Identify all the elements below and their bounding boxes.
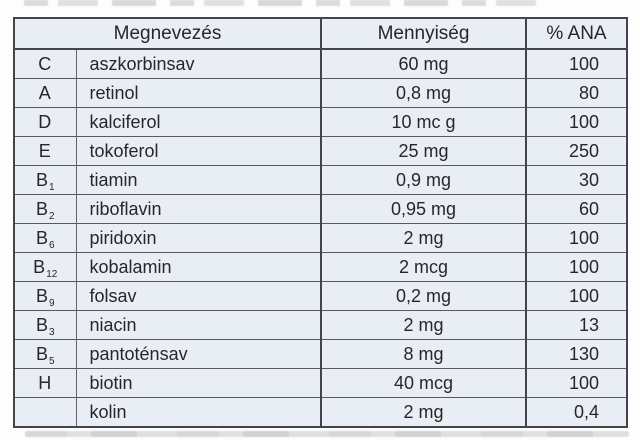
cropped-text-artifact-top: [24, 0, 544, 6]
vitamin-symbol-cell: H: [14, 368, 77, 398]
vitamin-symbol-cell: B5: [14, 339, 77, 369]
vitamin-name-cell: pantoténsav: [76, 339, 323, 369]
table-row: B3 niacin 2 mg 13: [14, 310, 628, 340]
vitamin-symbol-cell: C: [14, 48, 77, 79]
vitamin-symbol-cell: B12: [14, 252, 77, 282]
ana-percent-cell: 0,4: [526, 397, 628, 427]
ana-percent-cell: 30: [526, 165, 628, 195]
table-row: A retinol 0,8 mg 80: [14, 78, 628, 108]
ana-percent-cell: 100: [526, 368, 628, 398]
cropped-text-artifact-bottom: [25, 431, 629, 437]
table-row: C aszkorbinsav 60 mg 100: [14, 48, 628, 79]
ana-percent-cell: 80: [526, 78, 628, 108]
ana-percent-cell: 130: [526, 339, 628, 369]
quantity-cell: 60 mg: [321, 48, 528, 79]
quantity-cell: 8 mg: [321, 339, 528, 369]
vitamin-table: Megnevezés Mennyiség % ANA C aszkorbinsa…: [13, 17, 629, 428]
header-row: Megnevezés Mennyiség % ANA: [14, 18, 628, 50]
vitamin-letter: D: [38, 111, 52, 132]
vitamin-name-cell: riboflavin: [76, 194, 323, 224]
ana-percent-cell: 100: [526, 107, 628, 137]
vitamin-symbol-cell: B9: [14, 281, 77, 311]
vitamin-symbol-cell: B3: [14, 310, 77, 340]
table-row: B1 tiamin 0,9 mg 30: [14, 165, 628, 195]
vitamin-letter: B: [35, 169, 48, 190]
quantity-cell: 2 mg: [321, 397, 528, 427]
vitamin-name-cell: retinol: [76, 78, 323, 108]
vitamin-name-cell: tokoferol: [76, 136, 323, 166]
vitamin-subscript: 3: [48, 327, 55, 339]
quantity-cell: 2 mcg: [321, 252, 528, 282]
table-body: C aszkorbinsav 60 mg 100 A retinol 0,8 m…: [14, 48, 628, 427]
quantity-cell: 0,2 mg: [321, 281, 528, 311]
ana-percent-cell: 60: [526, 194, 628, 224]
ana-percent-cell: 100: [526, 281, 628, 311]
quantity-cell: 40 mcg: [321, 368, 528, 398]
table-row: B6 piridoxin 2 mg 100: [14, 223, 628, 253]
vitamin-subscript: 5: [48, 356, 55, 368]
vitamin-symbol-cell: A: [14, 78, 77, 108]
vitamin-letter: C: [38, 53, 52, 74]
vitamin-symbol-cell: B1: [14, 165, 77, 195]
vitamin-symbol-cell: E: [14, 136, 77, 166]
vitamin-symbol-cell: [14, 397, 77, 427]
table-row: H biotin 40 mcg 100: [14, 368, 628, 398]
vitamin-letter: B: [35, 343, 48, 364]
vitamin-letter: A: [38, 82, 51, 103]
quantity-cell: 0,8 mg: [321, 78, 528, 108]
vitamin-letter: E: [38, 140, 51, 161]
quantity-cell: 10 mc g: [321, 107, 528, 137]
table-row: kolin 2 mg 0,4: [14, 397, 628, 427]
vitamin-name-cell: aszkorbinsav: [76, 48, 323, 79]
vitamin-symbol-cell: D: [14, 107, 77, 137]
quantity-cell: 0,9 mg: [321, 165, 528, 195]
vitamin-name-cell: kalciferol: [76, 107, 323, 137]
table-row: B9 folsav 0,2 mg 100: [14, 281, 628, 311]
vitamin-subscript: 12: [46, 269, 58, 281]
vitamin-name-cell: biotin: [76, 368, 323, 398]
quantity-cell: 25 mg: [321, 136, 528, 166]
vitamin-letter: H: [38, 372, 52, 393]
table-row: E tokoferol 25 mg 250: [14, 136, 628, 166]
ana-percent-cell: 13: [526, 310, 628, 340]
vitamin-letter: B: [35, 227, 48, 248]
vitamin-letter: B: [35, 285, 48, 306]
vitamin-subscript: 9: [48, 298, 55, 310]
vitamin-symbol-cell: B6: [14, 223, 77, 253]
quantity-cell: 2 mg: [321, 223, 528, 253]
ana-percent-cell: 100: [526, 252, 628, 282]
table-row: B5 pantoténsav 8 mg 130: [14, 339, 628, 369]
col-header-ana: % ANA: [526, 18, 628, 50]
vitamin-name-cell: kolin: [76, 397, 323, 427]
table-row: D kalciferol 10 mc g 100: [14, 107, 628, 137]
vitamin-letter: B: [35, 198, 48, 219]
ana-percent-cell: 100: [526, 48, 628, 79]
vitamin-subscript: 2: [48, 211, 55, 223]
quantity-cell: 2 mg: [321, 310, 528, 340]
vitamin-subscript: 6: [48, 240, 55, 252]
col-header-mennyiseg: Mennyiség: [321, 18, 528, 50]
vitamin-letter: B: [33, 256, 46, 277]
table-header: Megnevezés Mennyiség % ANA: [14, 18, 628, 50]
col-header-megnevezes: Megnevezés: [14, 18, 323, 50]
vitamin-name-cell: niacin: [76, 310, 323, 340]
vitamin-name-cell: tiamin: [76, 165, 323, 195]
vitamin-name-cell: piridoxin: [76, 223, 323, 253]
vitamin-symbol-cell: B2: [14, 194, 77, 224]
vitamin-name-cell: kobalamin: [76, 252, 323, 282]
vitamin-letter: B: [35, 314, 48, 335]
quantity-cell: 0,95 mg: [321, 194, 528, 224]
table-row: B12 kobalamin 2 mcg 100: [14, 252, 628, 282]
vitamin-subscript: 1: [48, 182, 55, 194]
table-row: B2 riboflavin 0,95 mg 60: [14, 194, 628, 224]
vitamin-name-cell: folsav: [76, 281, 323, 311]
ana-percent-cell: 100: [526, 223, 628, 253]
ana-percent-cell: 250: [526, 136, 628, 166]
